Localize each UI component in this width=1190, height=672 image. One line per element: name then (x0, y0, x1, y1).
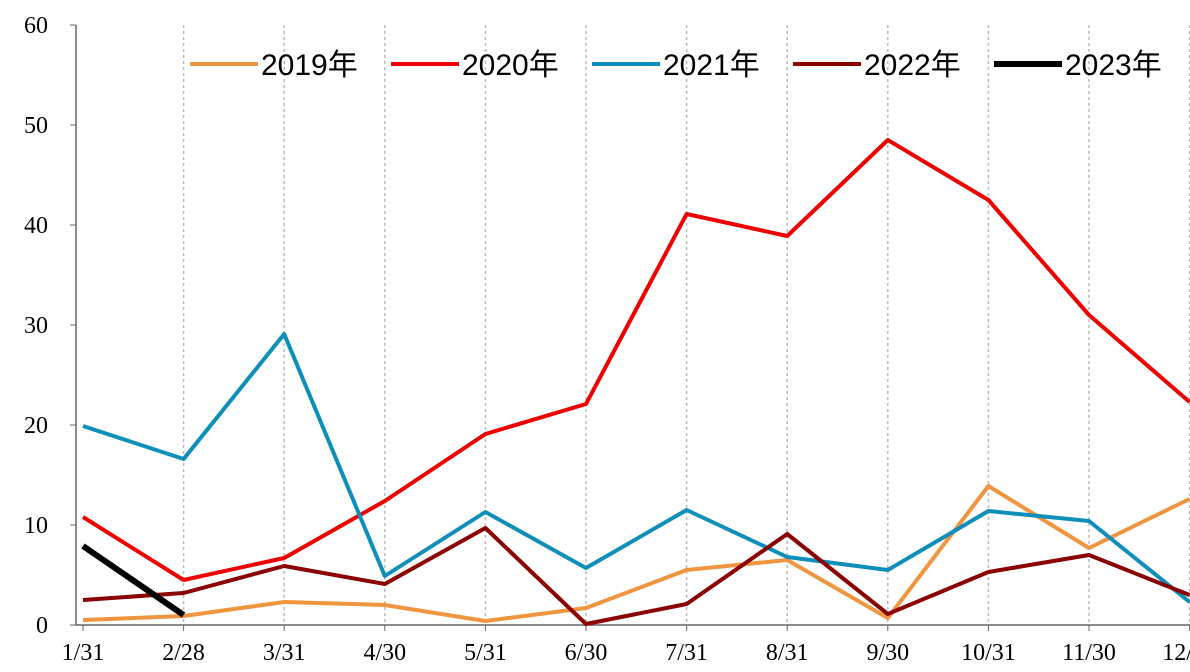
x-tick-label: 8/31 (766, 640, 809, 666)
x-tick-label: 3/31 (263, 640, 306, 666)
x-tick-label: 2/28 (162, 640, 205, 666)
x-tick-label: 11/30 (1062, 640, 1116, 666)
series-line (82, 484, 1190, 623)
y-tick-label: 40 (24, 213, 48, 239)
x-tick-label: 1/31 (62, 640, 105, 666)
y-tick-label: 60 (24, 13, 48, 39)
x-tick-label: 6/30 (565, 640, 608, 666)
x-tick-label: 12/31 (1162, 640, 1190, 666)
x-tick-label: 10/31 (961, 640, 1016, 666)
x-tick-label: 7/31 (665, 640, 708, 666)
series-line (81, 138, 1190, 582)
y-tick-label: 50 (24, 113, 48, 139)
legend-label: 2021年 (663, 49, 760, 82)
series-line (81, 543, 186, 618)
legend-label: 2019年 (261, 49, 358, 82)
legend-label: 2023年 (1065, 49, 1162, 82)
series-line (82, 332, 1190, 604)
y-tick-label: 10 (24, 513, 48, 539)
y-tick-label: 20 (24, 413, 48, 439)
legend-label: 2020年 (462, 49, 559, 82)
legend-label: 2022年 (864, 49, 961, 82)
x-tick-label: 9/30 (866, 640, 909, 666)
y-tick-label: 0 (36, 613, 48, 639)
x-tick-label: 4/30 (363, 640, 406, 666)
x-tick-label: 5/31 (464, 640, 507, 666)
y-tick-label: 30 (24, 313, 48, 339)
series-line (82, 526, 1190, 626)
